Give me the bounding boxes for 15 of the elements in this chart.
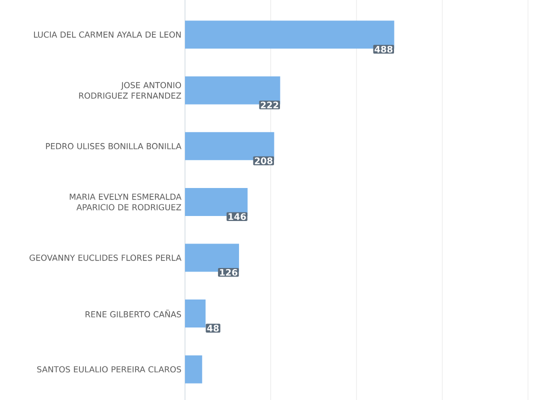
data-label: 488: [374, 46, 392, 53]
data-label: 126: [220, 268, 238, 276]
data-label: 222: [260, 102, 278, 108]
bar: [184, 300, 206, 328]
y-tick-label: PEDRO ULISES BONILLA BONILLA: [46, 143, 182, 150]
y-tick-label: GEOVANNY EUCLIDES FLORES PERLA: [30, 254, 182, 261]
data-label: 146: [228, 213, 246, 220]
y-tick-label: RENE GILBERTO CAÑAS: [86, 310, 182, 318]
y-tick-label: SANTOS EULALIO PEREIRA CLAROS: [37, 366, 182, 372]
bar: [184, 355, 202, 384]
data-label: 48: [207, 324, 219, 332]
data-label: 208: [254, 157, 272, 164]
y-tick-label: LUCIA DEL CARMEN AYALA DE LEON: [34, 31, 181, 38]
y-tick-label: JOSE ANTONIO RODRIGUEZ FERNANDEZ: [79, 82, 182, 99]
y-tick-label: MARIA EVELYN ESMERALDA APARICIO DE RODRIGUEZ: [70, 194, 182, 210]
